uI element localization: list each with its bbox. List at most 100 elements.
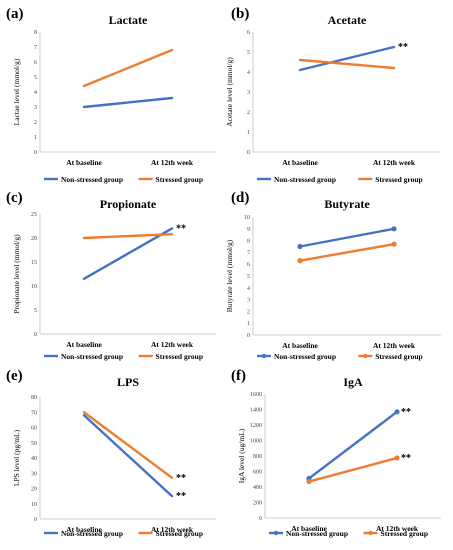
legend-label: Stressed group xyxy=(381,529,428,538)
legend-label: Stressed group xyxy=(156,352,203,361)
y-tick-label: 6 xyxy=(247,30,250,36)
panel-label: (f) xyxy=(231,368,246,384)
series-line-non-stressed xyxy=(82,414,174,498)
y-tick-label: 2 xyxy=(247,309,250,315)
legend-label: Non-stressed group xyxy=(61,175,123,184)
chart-panel-3: (c) Propionate 0 5 10 15 20 25 Propionate level … xyxy=(6,190,216,361)
x-category-label: At baseline xyxy=(66,158,102,167)
y-axis-label: LPS level (pg/mL) xyxy=(12,429,21,486)
series-line-stressed xyxy=(82,411,174,480)
x-category-label: At baseline xyxy=(291,524,327,533)
legend-marker xyxy=(261,353,267,359)
data-point-non-stressed xyxy=(394,409,400,415)
y-tick-label: 0 xyxy=(34,517,37,523)
y-tick-label: 800 xyxy=(253,454,262,460)
y-tick-label: 4 xyxy=(34,90,37,96)
series-line-stressed xyxy=(82,48,174,88)
chart-panel-6: (f) IgA 0 200 400 600 800 1000 1200 1400 1600 IgA l… xyxy=(231,368,441,538)
y-tick-label: 9 xyxy=(247,227,250,233)
series-line-non-stressed xyxy=(298,45,396,72)
y-tick-label: 10 xyxy=(31,284,37,290)
panel-label: (a) xyxy=(6,6,24,22)
y-tick-label: 0 xyxy=(247,150,250,156)
legend-label: Stressed group xyxy=(156,175,203,184)
x-category-label: At 12th week xyxy=(151,525,194,534)
x-category-label: At baseline xyxy=(282,341,318,350)
y-tick-label: 25 xyxy=(31,212,37,218)
legend-label: Non-stressed group xyxy=(274,175,336,184)
y-tick-label: 5 xyxy=(247,274,250,280)
data-point-stressed xyxy=(306,478,312,485)
data-point-stressed xyxy=(297,258,303,264)
y-tick-label: 1400 xyxy=(250,408,262,414)
series-line-stressed xyxy=(298,242,396,262)
y-tick-label: 0 xyxy=(247,333,250,339)
panel-label: (b) xyxy=(231,6,249,22)
y-tick-label: 20 xyxy=(31,236,37,242)
series-line-non-stressed xyxy=(82,227,174,281)
x-category-label: At baseline xyxy=(282,158,318,167)
y-tick-label: 3 xyxy=(247,90,250,96)
y-tick-label: 1 xyxy=(247,321,250,327)
x-category-label: At 12th week xyxy=(376,524,419,533)
y-tick-label: 0 xyxy=(34,150,37,156)
y-tick-label: 7 xyxy=(34,45,37,51)
x-category-label: At 12th week xyxy=(151,340,194,349)
y-tick-label: 10 xyxy=(31,502,37,508)
series-line-non-stressed xyxy=(307,410,399,480)
legend-label: Stressed group xyxy=(375,175,422,184)
series-line-non-stressed xyxy=(298,227,396,248)
panel-label: (e) xyxy=(6,368,23,384)
y-axis-label: Butyrate level (mmol/g) xyxy=(225,239,234,312)
chart-title: IgA xyxy=(343,375,363,389)
chart-title: Butyrate xyxy=(324,197,370,211)
series-line-non-stressed xyxy=(82,96,174,109)
legend-label: Non-stressed group xyxy=(274,352,336,361)
y-tick-label: 1200 xyxy=(250,423,262,429)
y-tick-label: 0 xyxy=(34,332,37,338)
data-point-non-stressed xyxy=(391,226,397,232)
legend-label: Stressed group xyxy=(375,352,422,361)
y-tick-label: 20 xyxy=(31,487,37,493)
y-tick-label: 50 xyxy=(31,441,37,447)
y-tick-label: 5 xyxy=(34,308,37,314)
series-line-stressed xyxy=(298,58,396,70)
data-point-non-stressed xyxy=(297,243,303,250)
x-category-label: At 12th week xyxy=(373,158,416,167)
series-line-stressed xyxy=(82,232,174,240)
y-tick-label: 200 xyxy=(253,501,262,507)
x-category-label: At baseline xyxy=(66,340,102,349)
significance-marker: ** xyxy=(176,491,186,502)
y-tick-label: 6 xyxy=(247,262,250,268)
significance-marker: ** xyxy=(176,473,186,484)
y-tick-label: 2 xyxy=(34,120,37,126)
data-point-stressed xyxy=(394,455,400,461)
significance-marker: ** xyxy=(401,407,411,418)
y-tick-label: 4 xyxy=(247,70,250,76)
legend-marker xyxy=(363,353,368,359)
legend-marker xyxy=(368,530,373,536)
y-tick-label: 3 xyxy=(247,298,250,304)
y-tick-label: 10 xyxy=(244,215,250,221)
panel-label: (d) xyxy=(231,190,249,206)
y-tick-label: 1 xyxy=(34,135,37,141)
significance-marker: ** xyxy=(176,223,186,234)
y-tick-label: 1600 xyxy=(250,392,262,398)
y-tick-label: 60 xyxy=(31,426,37,432)
y-tick-label: 70 xyxy=(31,410,37,416)
panel-label: (c) xyxy=(6,190,23,206)
chart-title: Lactate xyxy=(109,13,148,27)
y-axis-label: IgA level (ug/mL) xyxy=(237,428,246,483)
chart-panel-2: (b) Acetate 0 1 2 3 4 5 6 Acetate level (mmol/g) A… xyxy=(225,6,441,184)
y-axis-label: Propionate level (mmol/g) xyxy=(12,234,21,314)
chart-title: Propionate xyxy=(100,197,157,211)
legend-label: Non-stressed group xyxy=(286,529,348,538)
y-tick-label: 600 xyxy=(253,470,262,476)
y-tick-label: 3 xyxy=(34,105,37,111)
legend-label: Non-stressed group xyxy=(61,352,123,361)
x-category-label: At baseline xyxy=(66,525,102,534)
legend-label: Stressed group xyxy=(156,529,203,538)
y-tick-label: 8 xyxy=(34,30,37,36)
x-category-label: At 12th week xyxy=(373,341,416,350)
